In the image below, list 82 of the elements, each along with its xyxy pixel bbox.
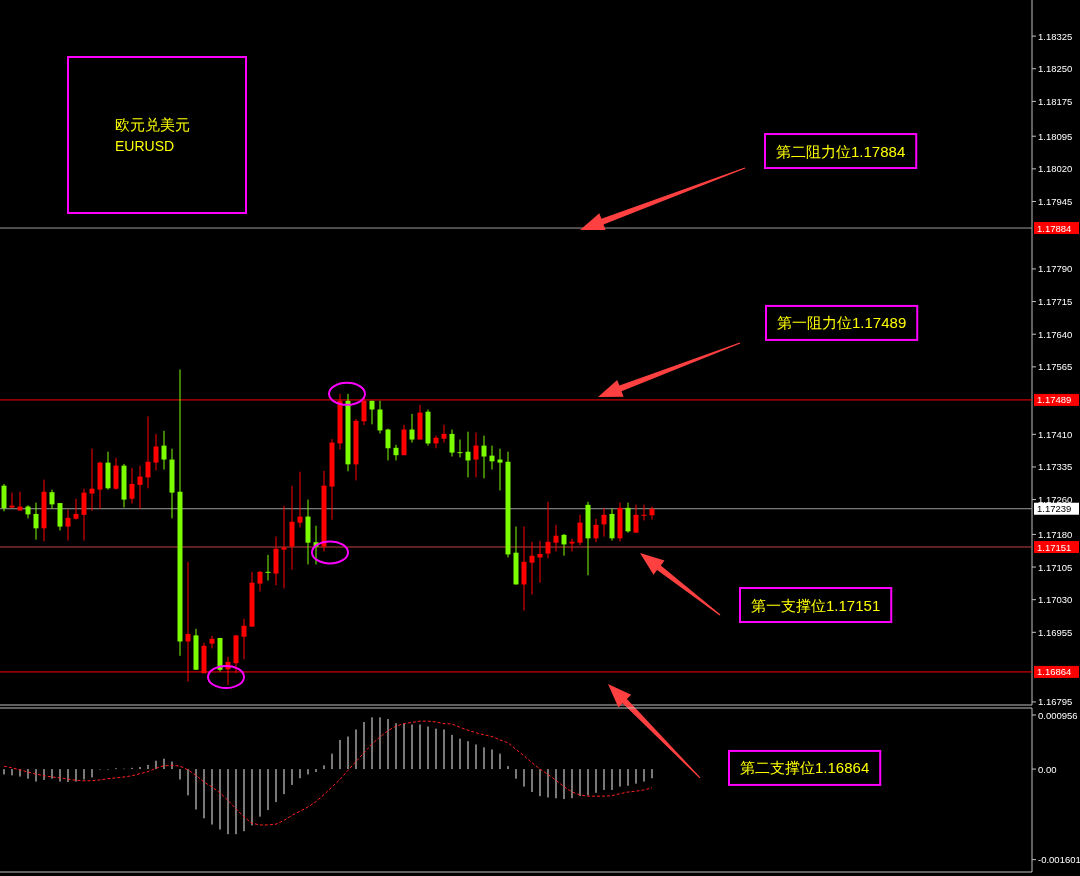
candlestick <box>57 502 63 531</box>
y-tick-label: 1.18250 <box>1038 63 1073 75</box>
candlestick <box>569 538 575 552</box>
candlestick <box>633 504 639 534</box>
candlestick <box>257 570 263 592</box>
line-series <box>3 720 653 826</box>
candlestick <box>529 541 535 595</box>
candlestick <box>449 429 455 458</box>
candlestick <box>521 526 527 612</box>
candlestick <box>593 518 599 543</box>
candlestick <box>33 502 39 541</box>
text: EURUSD <box>115 138 175 154</box>
candlestick <box>1 483 7 512</box>
callout: 第二支撑位1.16864 <box>728 749 882 786</box>
y-tick-label: 1.18020 <box>1038 163 1073 175</box>
candlestick <box>601 507 607 538</box>
candlestick <box>73 498 79 521</box>
callout: 第一支撑位1.17151 <box>739 587 893 624</box>
candlestick <box>561 533 567 557</box>
candlestick <box>641 504 647 521</box>
y-tick-label: 1.17565 <box>1038 361 1073 373</box>
ref-line-label: 1.17884 <box>1037 222 1072 234</box>
y-tick-label: -0.001601 <box>1038 854 1080 866</box>
candlestick <box>65 509 71 541</box>
candlestick <box>385 428 391 461</box>
candlestick <box>137 465 143 510</box>
y-tick-label: 1.17180 <box>1038 528 1073 540</box>
ref-line-label: 1.17489 <box>1037 394 1072 406</box>
y-tick-label: 1.17410 <box>1038 428 1073 440</box>
candlestick <box>441 424 447 444</box>
y-tick-label: 1.18325 <box>1038 30 1073 42</box>
candlestick <box>553 524 559 552</box>
annotation: 第一支撑位1.17151 <box>751 596 881 614</box>
candlestick <box>25 504 31 519</box>
annotation: 第二支撑位1.16864 <box>740 759 870 777</box>
annotation: 第二阻力位1.17884 <box>776 142 906 160</box>
candlestick <box>113 457 119 491</box>
candlestick <box>153 433 159 471</box>
callout: 第一阻力位1.17489 <box>765 304 919 341</box>
y-tick-label: 1.17945 <box>1038 195 1073 207</box>
candlestick <box>465 431 471 478</box>
candlestick <box>241 618 247 660</box>
candlestick <box>577 514 583 546</box>
annotation: 第一阻力位1.17489 <box>777 314 907 332</box>
y-tick-label: 1.17790 <box>1038 263 1073 275</box>
candlestick <box>129 467 135 505</box>
callout: 第二阻力位1.17884 <box>764 133 918 170</box>
candlestick <box>281 505 287 589</box>
y-tick-label: 1.17260 <box>1038 494 1073 506</box>
y-tick-label: 1.16955 <box>1038 626 1073 638</box>
y-tick-label: 1.17640 <box>1038 328 1073 340</box>
candlestick <box>625 502 631 534</box>
candlestick <box>457 439 463 458</box>
candlestick <box>497 448 503 491</box>
ref-line-label: 1.16864 <box>1037 666 1072 678</box>
candlestick <box>145 415 151 489</box>
y-tick-label: 1.17335 <box>1038 461 1073 473</box>
candlestick <box>473 432 479 478</box>
candlestick <box>481 435 487 479</box>
candlestick <box>161 430 167 471</box>
candlestick <box>209 635 215 649</box>
candlestick <box>49 489 55 510</box>
y-tick-label: 1.17715 <box>1038 296 1073 308</box>
candlestick <box>377 400 383 434</box>
candlestick <box>649 506 655 521</box>
y-tick-label: 1.16795 <box>1038 696 1073 708</box>
y-tick-label: 1.18175 <box>1038 95 1073 107</box>
candlestick <box>393 444 399 461</box>
text: 欧元兑美元 <box>115 116 190 133</box>
y-tick-label: 0.00 <box>1038 763 1057 775</box>
y-tick-label: 0.000956 <box>1038 709 1078 721</box>
candlestick <box>81 488 87 541</box>
candlestick <box>265 554 271 582</box>
candlestick <box>545 501 551 559</box>
candlestick <box>297 471 303 528</box>
y-tick-label: 1.17030 <box>1038 594 1073 606</box>
ref-line-label: 1.17239 <box>1037 503 1072 515</box>
y-tick-label: 1.17105 <box>1038 561 1073 573</box>
y-tick-label: 1.18095 <box>1038 130 1073 142</box>
candlestick <box>409 413 415 444</box>
candlestick <box>89 448 95 512</box>
ref-line-label: 1.17151 <box>1037 541 1072 553</box>
